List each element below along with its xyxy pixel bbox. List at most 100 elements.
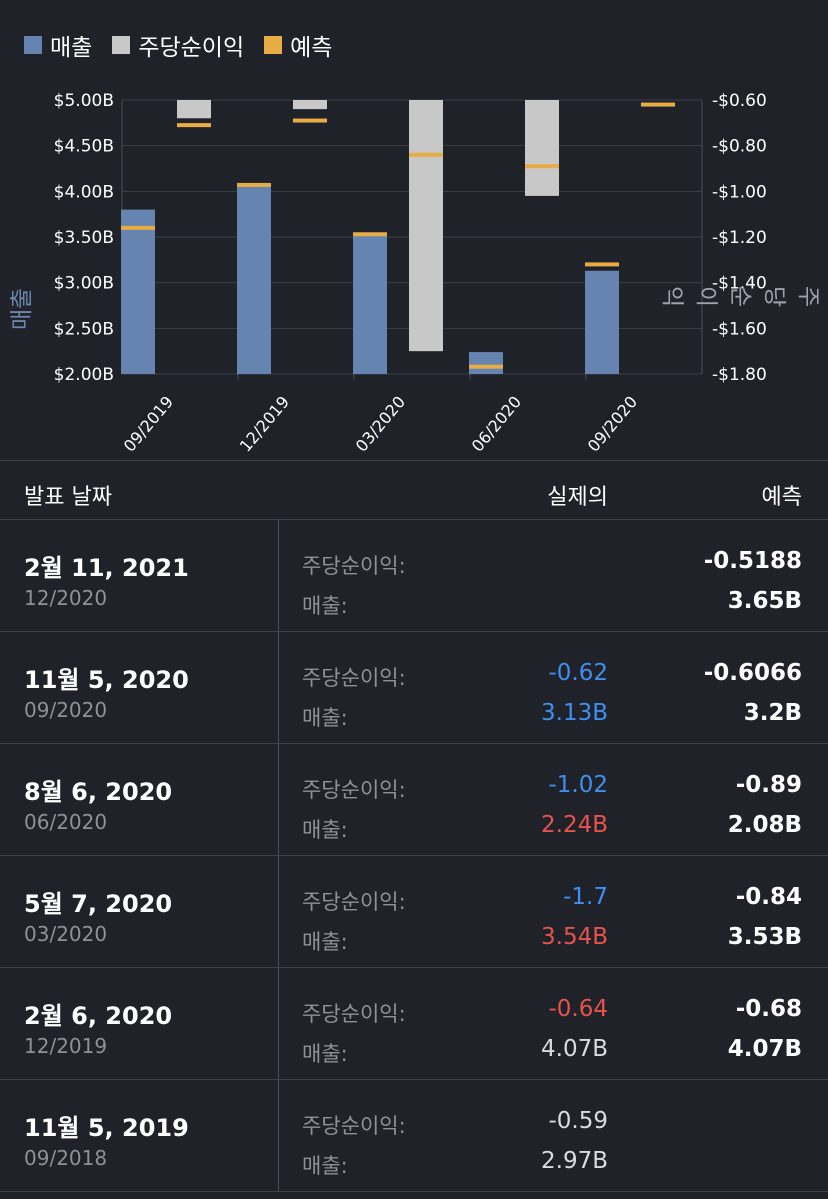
- eps-bar: [293, 100, 327, 110]
- revenue-bar: [237, 184, 271, 374]
- right-tick-label: -$1.20: [712, 228, 767, 248]
- report-date: 2월 6, 2020: [24, 1002, 173, 1030]
- legend-item-eps[interactable]: 주당순이익: [112, 28, 244, 62]
- header-forecast[interactable]: 예측: [761, 485, 802, 510]
- actual-revenue: 2.97B: [541, 1148, 608, 1174]
- legend-label-forecast: 예측: [290, 35, 333, 61]
- eps-label: 주당순이익:: [302, 1002, 406, 1026]
- table-row[interactable]: 11월 5, 2020 09/2020 주당순이익: 매출: -0.62 3.13B -0.…: [0, 632, 828, 744]
- left-tick-label: $4.50B: [54, 137, 114, 157]
- report-date: 2월 11, 2021: [24, 554, 189, 582]
- row-divider: [278, 744, 279, 855]
- legend-item-forecast[interactable]: 예측: [264, 28, 332, 62]
- revenue-swatch: [24, 36, 42, 54]
- right-tick-label: -$1.00: [712, 182, 767, 202]
- x-tick-label: 03/2020: [352, 392, 409, 455]
- fiscal-period: 06/2020: [24, 810, 108, 834]
- actual-revenue: 3.13B: [541, 700, 608, 726]
- forecast-revenue: 3.65B: [727, 588, 802, 614]
- earnings-table: 발표 날짜 실제의 예측 2월 11, 2021 12/2020 주당순이익: 매출:…: [0, 460, 828, 1192]
- actual-revenue: 3.54B: [541, 924, 608, 950]
- eps-bar: [525, 100, 559, 196]
- eps-label: 주당순이익:: [302, 778, 406, 802]
- revenue-forecast-marker: [121, 225, 155, 230]
- forecast-revenue: 4.07B: [727, 1036, 802, 1062]
- x-tick-label: 09/2019: [120, 392, 177, 455]
- table-row[interactable]: 2월 6, 2020 12/2019 주당순이익: 매출: -0.64 4.07B -0.6…: [0, 968, 828, 1080]
- fiscal-period: 09/2020: [24, 698, 108, 722]
- report-date: 5월 7, 2020: [24, 890, 173, 918]
- legend-label-revenue: 매출: [50, 35, 93, 61]
- actual-eps: -1.02: [548, 772, 608, 798]
- left-tick-label: $4.00B: [54, 182, 114, 202]
- right-tick-label: -$0.80: [712, 137, 767, 157]
- eps-label: 주당순이익:: [302, 554, 406, 578]
- legend-item-revenue[interactable]: 매출: [24, 28, 92, 62]
- row-divider: [278, 520, 279, 631]
- left-tick-label: $3.50B: [54, 228, 114, 248]
- eps-forecast-marker: [293, 118, 327, 123]
- x-tick-label: 06/2020: [468, 392, 525, 455]
- forecast-swatch: [264, 36, 283, 54]
- eps-forecast-marker: [409, 152, 443, 157]
- x-tick-label: 12/2019: [236, 392, 293, 455]
- row-divider: [278, 632, 279, 743]
- report-date: 11월 5, 2020: [24, 666, 189, 694]
- eps-label: 주당순이익:: [302, 666, 406, 690]
- fiscal-period: 12/2019: [24, 1034, 108, 1058]
- earnings-chart-svg: $5.00B -$0.60 $4.50B -$0.80 $4.00B -$1.00 $3.5…: [54, 91, 767, 455]
- left-tick-label: $2.50B: [54, 319, 114, 339]
- eps-forecast-marker: [525, 164, 559, 169]
- forecast-revenue: 3.2B: [743, 700, 802, 726]
- revenue-forecast-marker: [585, 262, 619, 267]
- actual-eps: -0.64: [548, 996, 608, 1022]
- revenue-forecast-marker: [469, 364, 503, 369]
- revenue-forecast-marker: [237, 182, 271, 187]
- right-tick-label: -$1.40: [712, 274, 767, 294]
- table-row[interactable]: 11월 5, 2019 09/2018 주당순이익: 매출: -0.59 2.97B: [0, 1080, 828, 1192]
- eps-bar: [409, 100, 443, 352]
- header-date[interactable]: 발표 날짜: [24, 485, 112, 510]
- table-row[interactable]: 8월 6, 2020 06/2020 주당순이익: 매출: -1.02 2.24B -0.8…: [0, 744, 828, 856]
- revenue-bar: [585, 270, 619, 374]
- actual-revenue: 4.07B: [541, 1036, 608, 1062]
- row-divider: [278, 856, 279, 967]
- forecast-eps: -0.68: [735, 996, 802, 1022]
- actual-eps: -0.59: [548, 1108, 608, 1134]
- actual-revenue: 2.24B: [541, 812, 608, 838]
- eps-swatch: [112, 36, 131, 54]
- forecast-eps: -0.89: [735, 772, 802, 798]
- revenue-forecast-marker: [353, 232, 387, 237]
- eps-label: 주당순이익:: [302, 890, 406, 914]
- right-tick-label: -$0.60: [712, 91, 767, 111]
- revenue-label: 매출:: [302, 1042, 348, 1066]
- left-tick-label: $2.00B: [54, 365, 114, 385]
- fiscal-period: 09/2018: [24, 1146, 108, 1170]
- fiscal-period: 03/2020: [24, 922, 108, 946]
- eps-label: 주당순이익:: [302, 1114, 406, 1138]
- revenue-bar: [353, 233, 387, 374]
- right-tick-label: -$1.60: [712, 319, 767, 339]
- forecast-eps: -0.84: [735, 884, 802, 910]
- revenue-label: 매출:: [302, 706, 348, 730]
- report-date: 11월 5, 2019: [24, 1114, 189, 1142]
- table-row[interactable]: 2월 11, 2021 12/2020 주당순이익: 매출: -0.5188 3.65B: [0, 520, 828, 632]
- report-date: 8월 6, 2020: [24, 778, 173, 806]
- right-axis-title: 주당순이익: [659, 286, 821, 308]
- left-axis-title: 매출: [9, 287, 35, 330]
- left-tick-label: $3.00B: [54, 274, 114, 294]
- header-actual[interactable]: 실제의: [547, 485, 608, 510]
- forecast-revenue: 3.53B: [727, 924, 802, 950]
- left-tick-label: $5.00B: [54, 91, 114, 111]
- revenue-bar: [121, 209, 155, 374]
- revenue-label: 매출:: [302, 930, 348, 954]
- revenue-label: 매출:: [302, 818, 348, 842]
- table-row[interactable]: 5월 7, 2020 03/2020 주당순이익: 매출: -1.7 3.54B -0.84…: [0, 856, 828, 968]
- x-tick-label: 09/2020: [584, 392, 641, 455]
- eps-bar: [177, 100, 211, 119]
- forecast-eps: -0.5188: [703, 548, 802, 574]
- actual-eps: -1.7: [563, 884, 608, 910]
- fiscal-period: 12/2020: [24, 586, 108, 610]
- forecast-revenue: 2.08B: [727, 812, 802, 838]
- earnings-chart: $5.00B -$0.60 $4.50B -$0.80 $4.00B -$1.00 $3.5…: [0, 80, 828, 460]
